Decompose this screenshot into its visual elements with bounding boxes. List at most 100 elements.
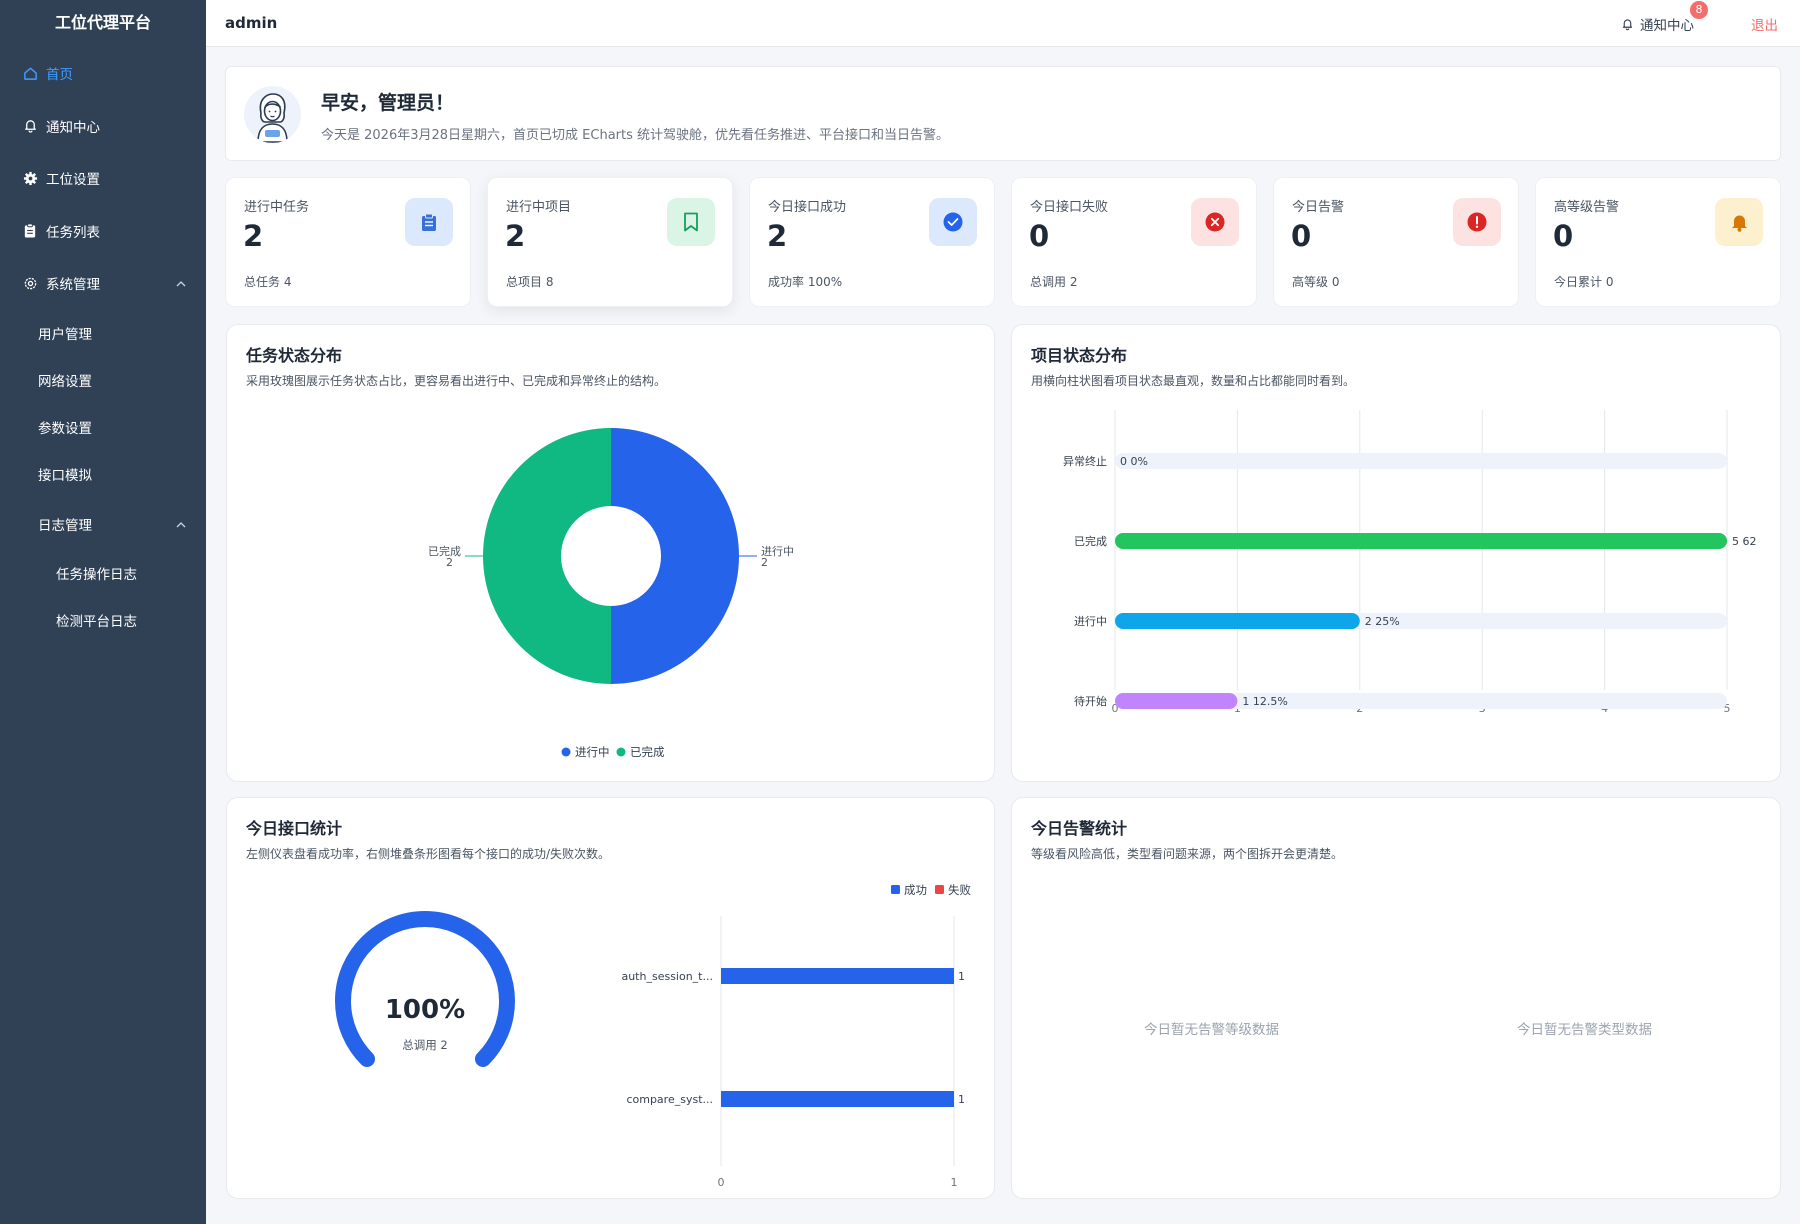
bar <box>1115 693 1238 709</box>
gauge-value: 100% <box>385 995 465 1025</box>
legend-item: 失败 <box>948 883 971 897</box>
stat-card-api-success[interactable]: 今日接口成功 2 成功率 100% <box>749 177 995 307</box>
sidebar-item-task-log[interactable]: 任务操作日志 <box>0 550 206 597</box>
stat-sub: 总任务 4 <box>244 275 292 289</box>
bar-data-label: 1 <box>958 1093 965 1106</box>
sidebar-item-label: 用户管理 <box>38 327 92 343</box>
panel-description: 采用玫瑰图展示任务状态占比，更容易看出进行中、已完成和异常终止的结构。 <box>246 374 667 388</box>
chevron-up-icon <box>176 275 186 291</box>
bar-data-label: 5 62 <box>1732 535 1757 548</box>
bar-background <box>1115 693 1727 709</box>
panel-description: 用横向柱状图看项目状态最直观，数量和占比都能同时看到。 <box>1031 374 1356 388</box>
stat-label: 进行中任务 <box>244 200 310 215</box>
pie-label: 进行中 <box>761 545 794 558</box>
greeting-title: 早安，管理员！ <box>321 92 455 114</box>
pie-slice <box>611 428 739 684</box>
panel-title: 今日接口统计 <box>246 819 343 838</box>
sidebar-item-label: 接口模拟 <box>38 468 92 484</box>
sidebar-item-users[interactable]: 用户管理 <box>0 310 206 357</box>
alert-circle-icon <box>1453 198 1501 246</box>
top-bar: admin 通知中心 8 退出 <box>206 0 1800 47</box>
legend-item: 成功 <box>904 883 927 897</box>
sidebar-item-tasks[interactable]: 任务列表 <box>0 205 206 258</box>
legend-marker <box>935 885 944 894</box>
legend-marker <box>616 747 626 757</box>
stat-sub: 今日累计 0 <box>1554 275 1614 289</box>
x-tick-label: 1 <box>951 1176 958 1189</box>
task-status-panel: 任务状态分布 采用玫瑰图展示任务状态占比，更容易看出进行中、已完成和异常终止的结… <box>226 324 995 782</box>
logout-button[interactable]: 退出 <box>1751 18 1778 34</box>
alert-level-empty: 今日暂无告警等级数据 <box>1144 1022 1279 1038</box>
sidebar-item-home[interactable]: 首页 <box>0 47 206 100</box>
bookmark-icon <box>667 198 715 246</box>
alert-type-empty: 今日暂无告警类型数据 <box>1517 1022 1652 1038</box>
pie-slice <box>483 428 611 684</box>
panel-description: 等级看风险高低，类型看问题来源，两个图拆开会更清楚。 <box>1031 847 1344 861</box>
stat-card-high-alerts[interactable]: 高等级告警 0 今日累计 0 <box>1535 177 1781 307</box>
check-circle-icon <box>929 198 977 246</box>
stat-value: 2 <box>767 219 788 253</box>
pie-value: 2 <box>446 556 453 569</box>
stat-card-running-tasks[interactable]: 进行中任务 2 总任务 4 <box>225 177 471 307</box>
app-title: 工位代理平台 <box>54 13 151 32</box>
sidebar-item-label: 任务操作日志 <box>56 567 137 583</box>
stat-card-api-failure[interactable]: 今日接口失败 0 总调用 2 <box>1011 177 1257 307</box>
sidebar-item-notifications[interactable]: 通知中心 <box>0 100 206 153</box>
stat-card-today-alerts[interactable]: 今日告警 0 高等级 0 <box>1273 177 1519 307</box>
sidebar-item-system[interactable]: 系统管理 <box>0 257 206 310</box>
sidebar-item-platform-log[interactable]: 检测平台日志 <box>0 597 206 644</box>
bar-background <box>1115 453 1727 469</box>
sidebar-item-params[interactable]: 参数设置 <box>0 404 206 451</box>
stat-sub: 高等级 0 <box>1292 275 1340 289</box>
bar-data-label: 2 25% <box>1365 615 1400 628</box>
panel-title: 任务状态分布 <box>246 346 343 365</box>
chevron-up-icon <box>176 516 186 532</box>
sidebar-item-label: 通知中心 <box>46 119 100 136</box>
stat-sub: 总调用 2 <box>1030 275 1078 289</box>
gauge-arc <box>335 911 515 1067</box>
panel-title: 今日告警统计 <box>1031 819 1128 838</box>
notification-center-link[interactable]: 通知中心 8 <box>1621 1 1708 34</box>
home-icon <box>22 65 38 81</box>
sidebar-item-logs[interactable]: 日志管理 <box>0 498 206 550</box>
sidebar-item-label: 检测平台日志 <box>56 614 137 630</box>
clipboard-icon <box>22 223 38 239</box>
notification-label: 通知中心 <box>1640 18 1694 34</box>
stat-sub: 成功率 100% <box>768 275 843 289</box>
sidebar-item-label: 任务列表 <box>46 224 100 241</box>
user-name[interactable]: admin <box>225 14 278 32</box>
legend-marker <box>561 747 571 757</box>
stat-label: 今日告警 <box>1292 200 1345 215</box>
pie-label: 已完成 <box>428 544 461 558</box>
stat-value: 2 <box>243 219 264 253</box>
stat-value: 2 <box>505 219 526 253</box>
sidebar: 工位代理平台 首页 通知中心 工位设置 任务列表 <box>0 0 206 1224</box>
x-circle-icon <box>1191 198 1239 246</box>
sidebar-item-network[interactable]: 网络设置 <box>0 357 206 404</box>
notification-badge: 8 <box>1690 1 1708 19</box>
sidebar-item-api-mock[interactable]: 接口模拟 <box>0 451 206 498</box>
panel-description: 左侧仪表盘看成功率，右侧堆叠条形图看每个接口的成功/失败次数。 <box>246 847 611 861</box>
pie-value: 2 <box>761 556 768 569</box>
settings-icon <box>22 275 38 291</box>
project-status-panel: 项目状态分布 用横向柱状图看项目状态最直观，数量和占比都能同时看到。 01234… <box>1011 324 1781 782</box>
welcome-card: 早安，管理员！ 今天是 2026年3月28日星期六，首页已切成 ECharts … <box>225 66 1781 161</box>
sidebar-item-workstation[interactable]: 工位设置 <box>0 152 206 205</box>
api-stats-panel: 今日接口统计 左侧仪表盘看成功率，右侧堆叠条形图看每个接口的成功/失败次数。 1… <box>226 797 995 1199</box>
bell-icon <box>1621 17 1635 31</box>
y-tick-label: compare_syst... <box>626 1093 713 1106</box>
panel-title: 项目状态分布 <box>1031 346 1128 365</box>
bar-data-label: 1 <box>958 970 965 983</box>
sidebar-item-label: 网络设置 <box>38 374 92 390</box>
bar-segment <box>721 1091 954 1107</box>
sidebar-item-label: 首页 <box>46 67 73 84</box>
y-tick-label: 已完成 <box>1074 534 1107 548</box>
sidebar-nav: 首页 通知中心 工位设置 任务列表 系统管理 <box>0 47 206 644</box>
api-stats-chart: 100% 总调用 2 0 1 auth_session_t... 1 compare_sys… <box>335 883 971 1189</box>
stat-label: 高等级告警 <box>1554 200 1620 215</box>
bar <box>1115 613 1360 629</box>
stat-value: 0 <box>1553 219 1574 253</box>
y-tick-label: auth_session_t... <box>621 970 713 983</box>
stat-card-running-projects[interactable]: 进行中项目 2 总项目 8 <box>487 177 733 307</box>
